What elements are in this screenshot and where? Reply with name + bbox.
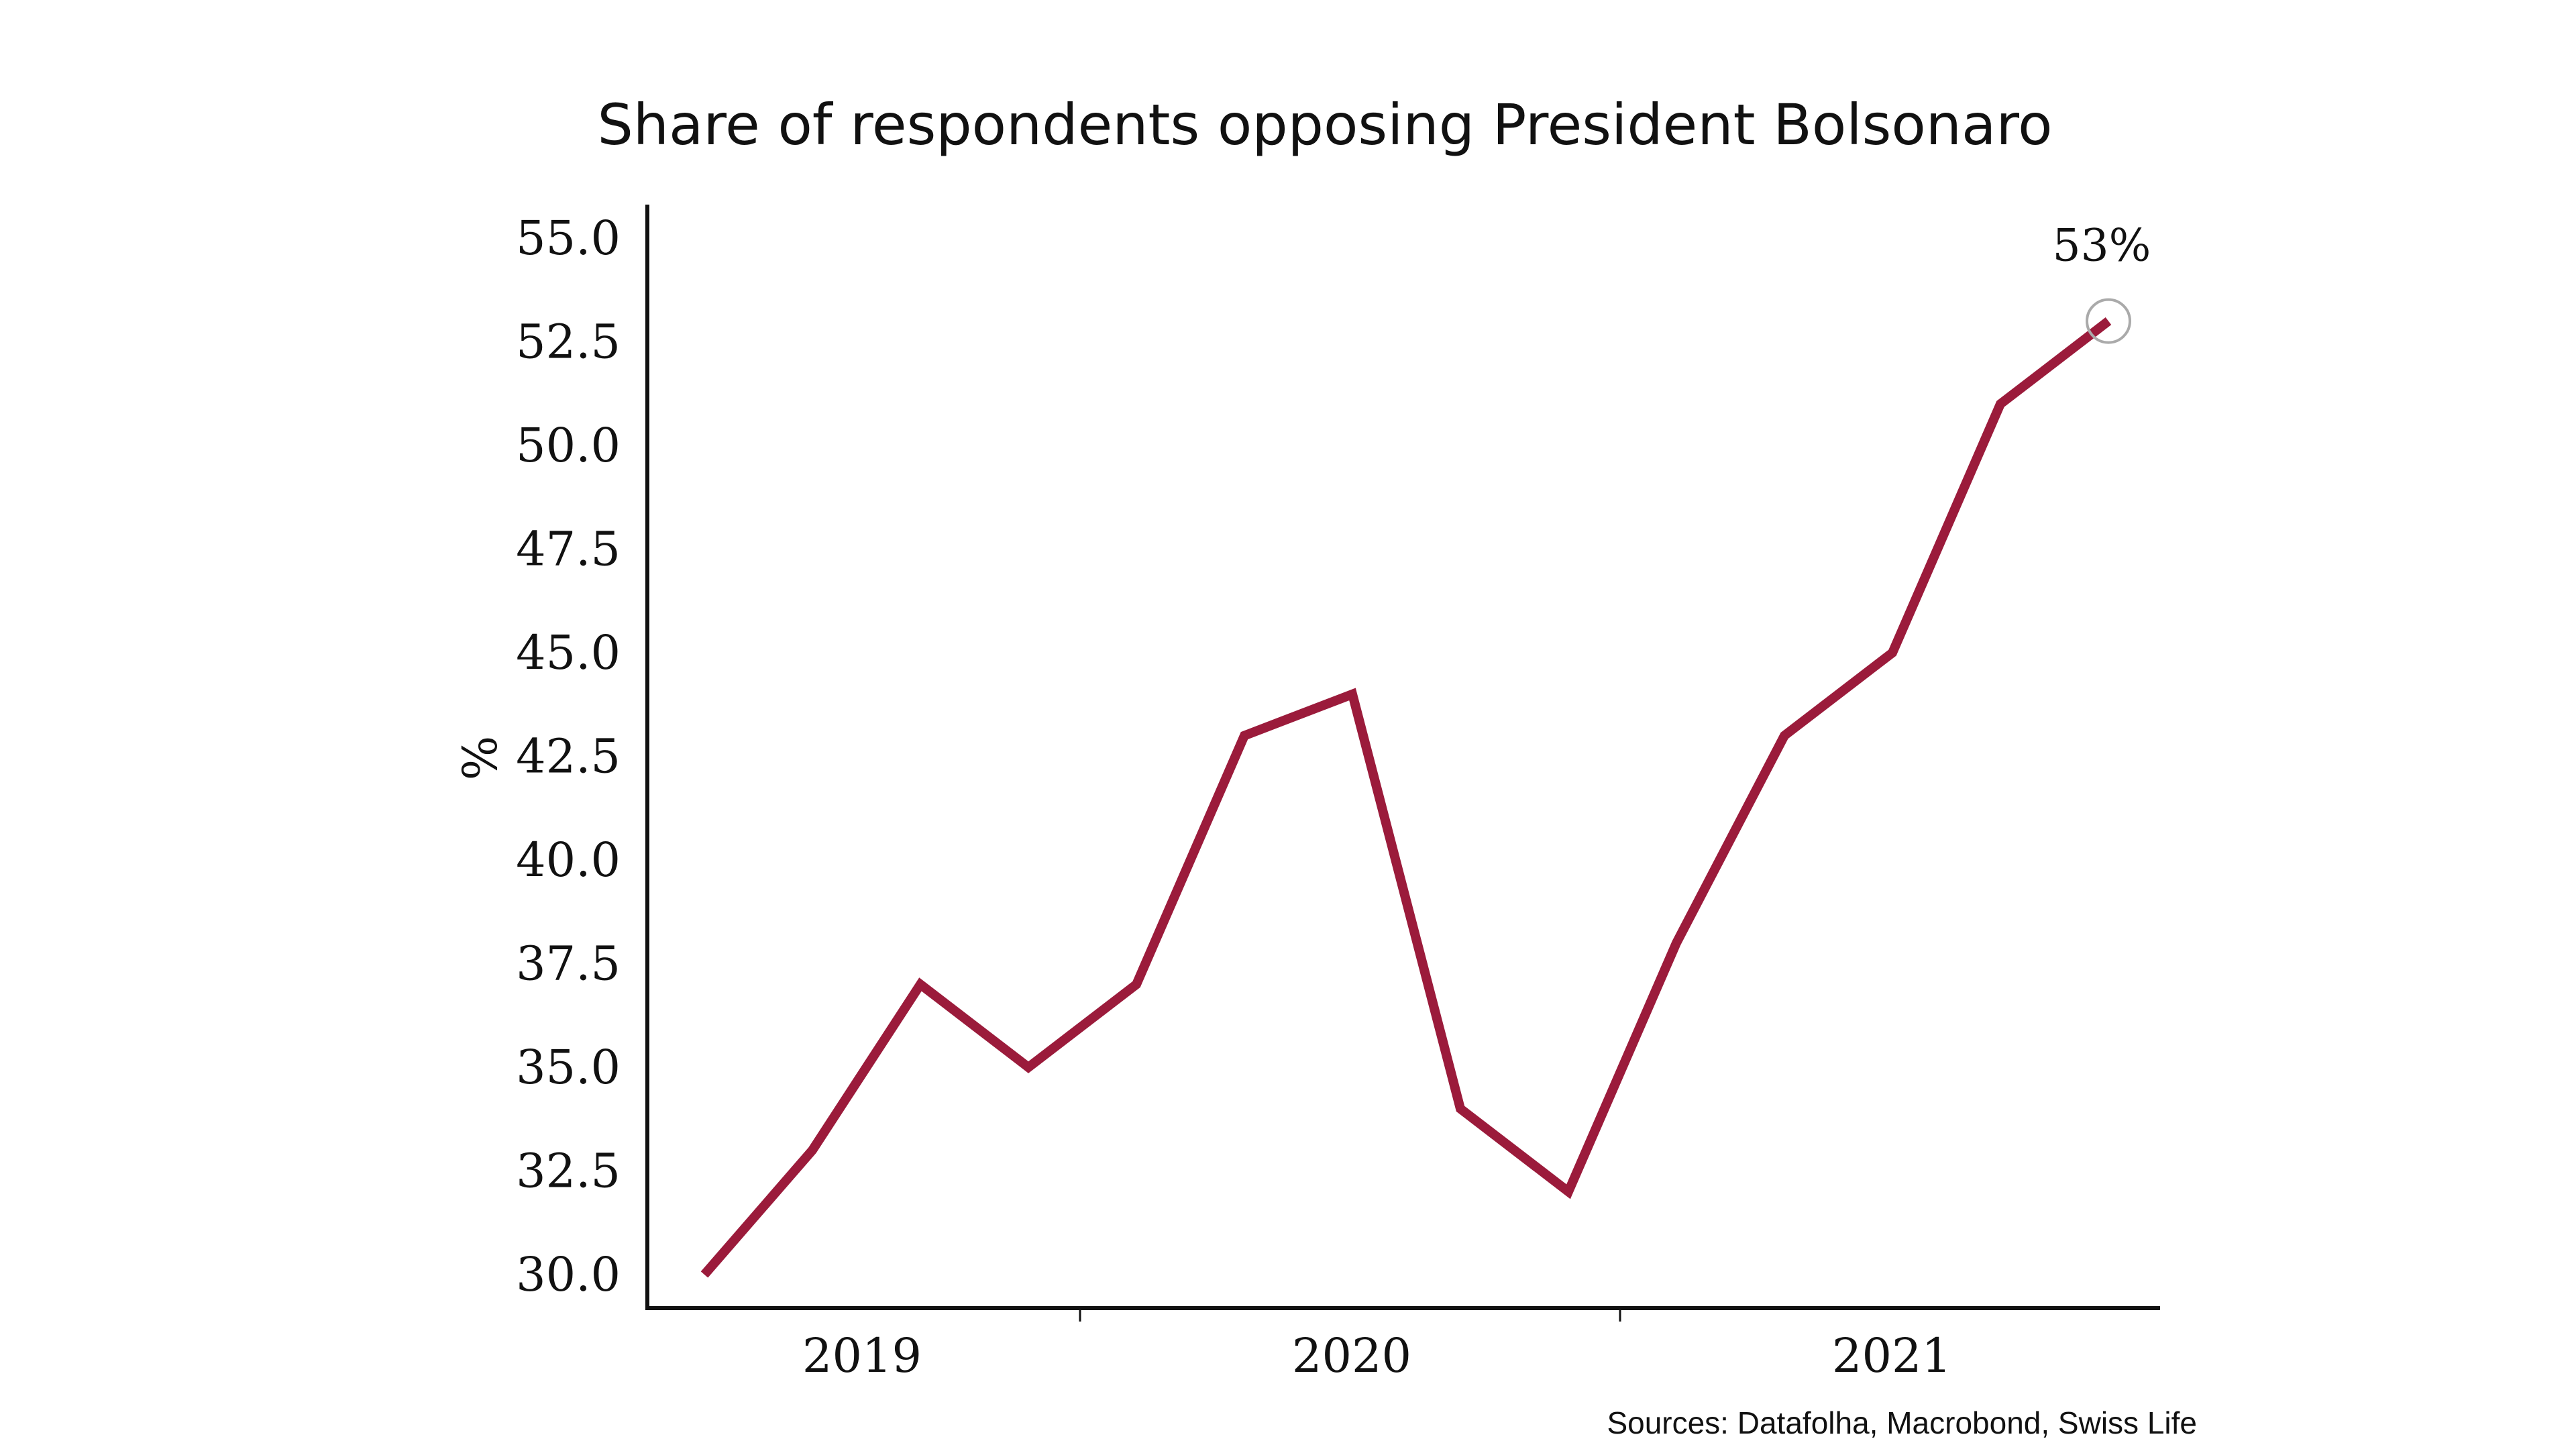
x-tick-marks bbox=[1079, 1308, 1621, 1322]
last-point-marker bbox=[2086, 298, 2131, 344]
y-tick-label: 42.5 bbox=[516, 729, 621, 784]
axis-lines bbox=[645, 205, 2160, 1310]
y-tick-label: 47.5 bbox=[516, 522, 621, 577]
y-tick-label: 35.0 bbox=[516, 1040, 621, 1095]
y-tick-label: 50.0 bbox=[516, 418, 621, 473]
x-tick-label: 2020 bbox=[1292, 1328, 1411, 1383]
y-tick-label: 55.0 bbox=[516, 211, 621, 266]
y-tick-label: 40.0 bbox=[516, 833, 621, 888]
y-tick-label: 30.0 bbox=[516, 1247, 621, 1302]
x-tick-label: 2019 bbox=[802, 1328, 922, 1383]
series-line bbox=[700, 317, 2112, 1278]
last-value-annotation: 53% bbox=[2053, 220, 2151, 272]
y-axis-label: % bbox=[453, 736, 508, 781]
source-note: Sources: Datafolha, Macrobond, Swiss Lif… bbox=[1607, 1405, 2197, 1440]
y-tick-label: 32.5 bbox=[516, 1144, 621, 1199]
x-tick-labels: 2019 2020 2021 bbox=[802, 1328, 1951, 1383]
y-tick-labels: 30.0 32.5 35.0 37.5 40.0 42.5 45.0 47.5 50.0 52.5… bbox=[516, 211, 621, 1302]
chart-title: Share of respondents opposing President … bbox=[597, 92, 2052, 158]
x-tick-label: 2021 bbox=[1832, 1328, 1951, 1383]
y-tick-label: 52.5 bbox=[516, 315, 621, 370]
y-tick-label: 45.0 bbox=[516, 625, 621, 680]
y-tick-label: 37.5 bbox=[516, 936, 621, 991]
